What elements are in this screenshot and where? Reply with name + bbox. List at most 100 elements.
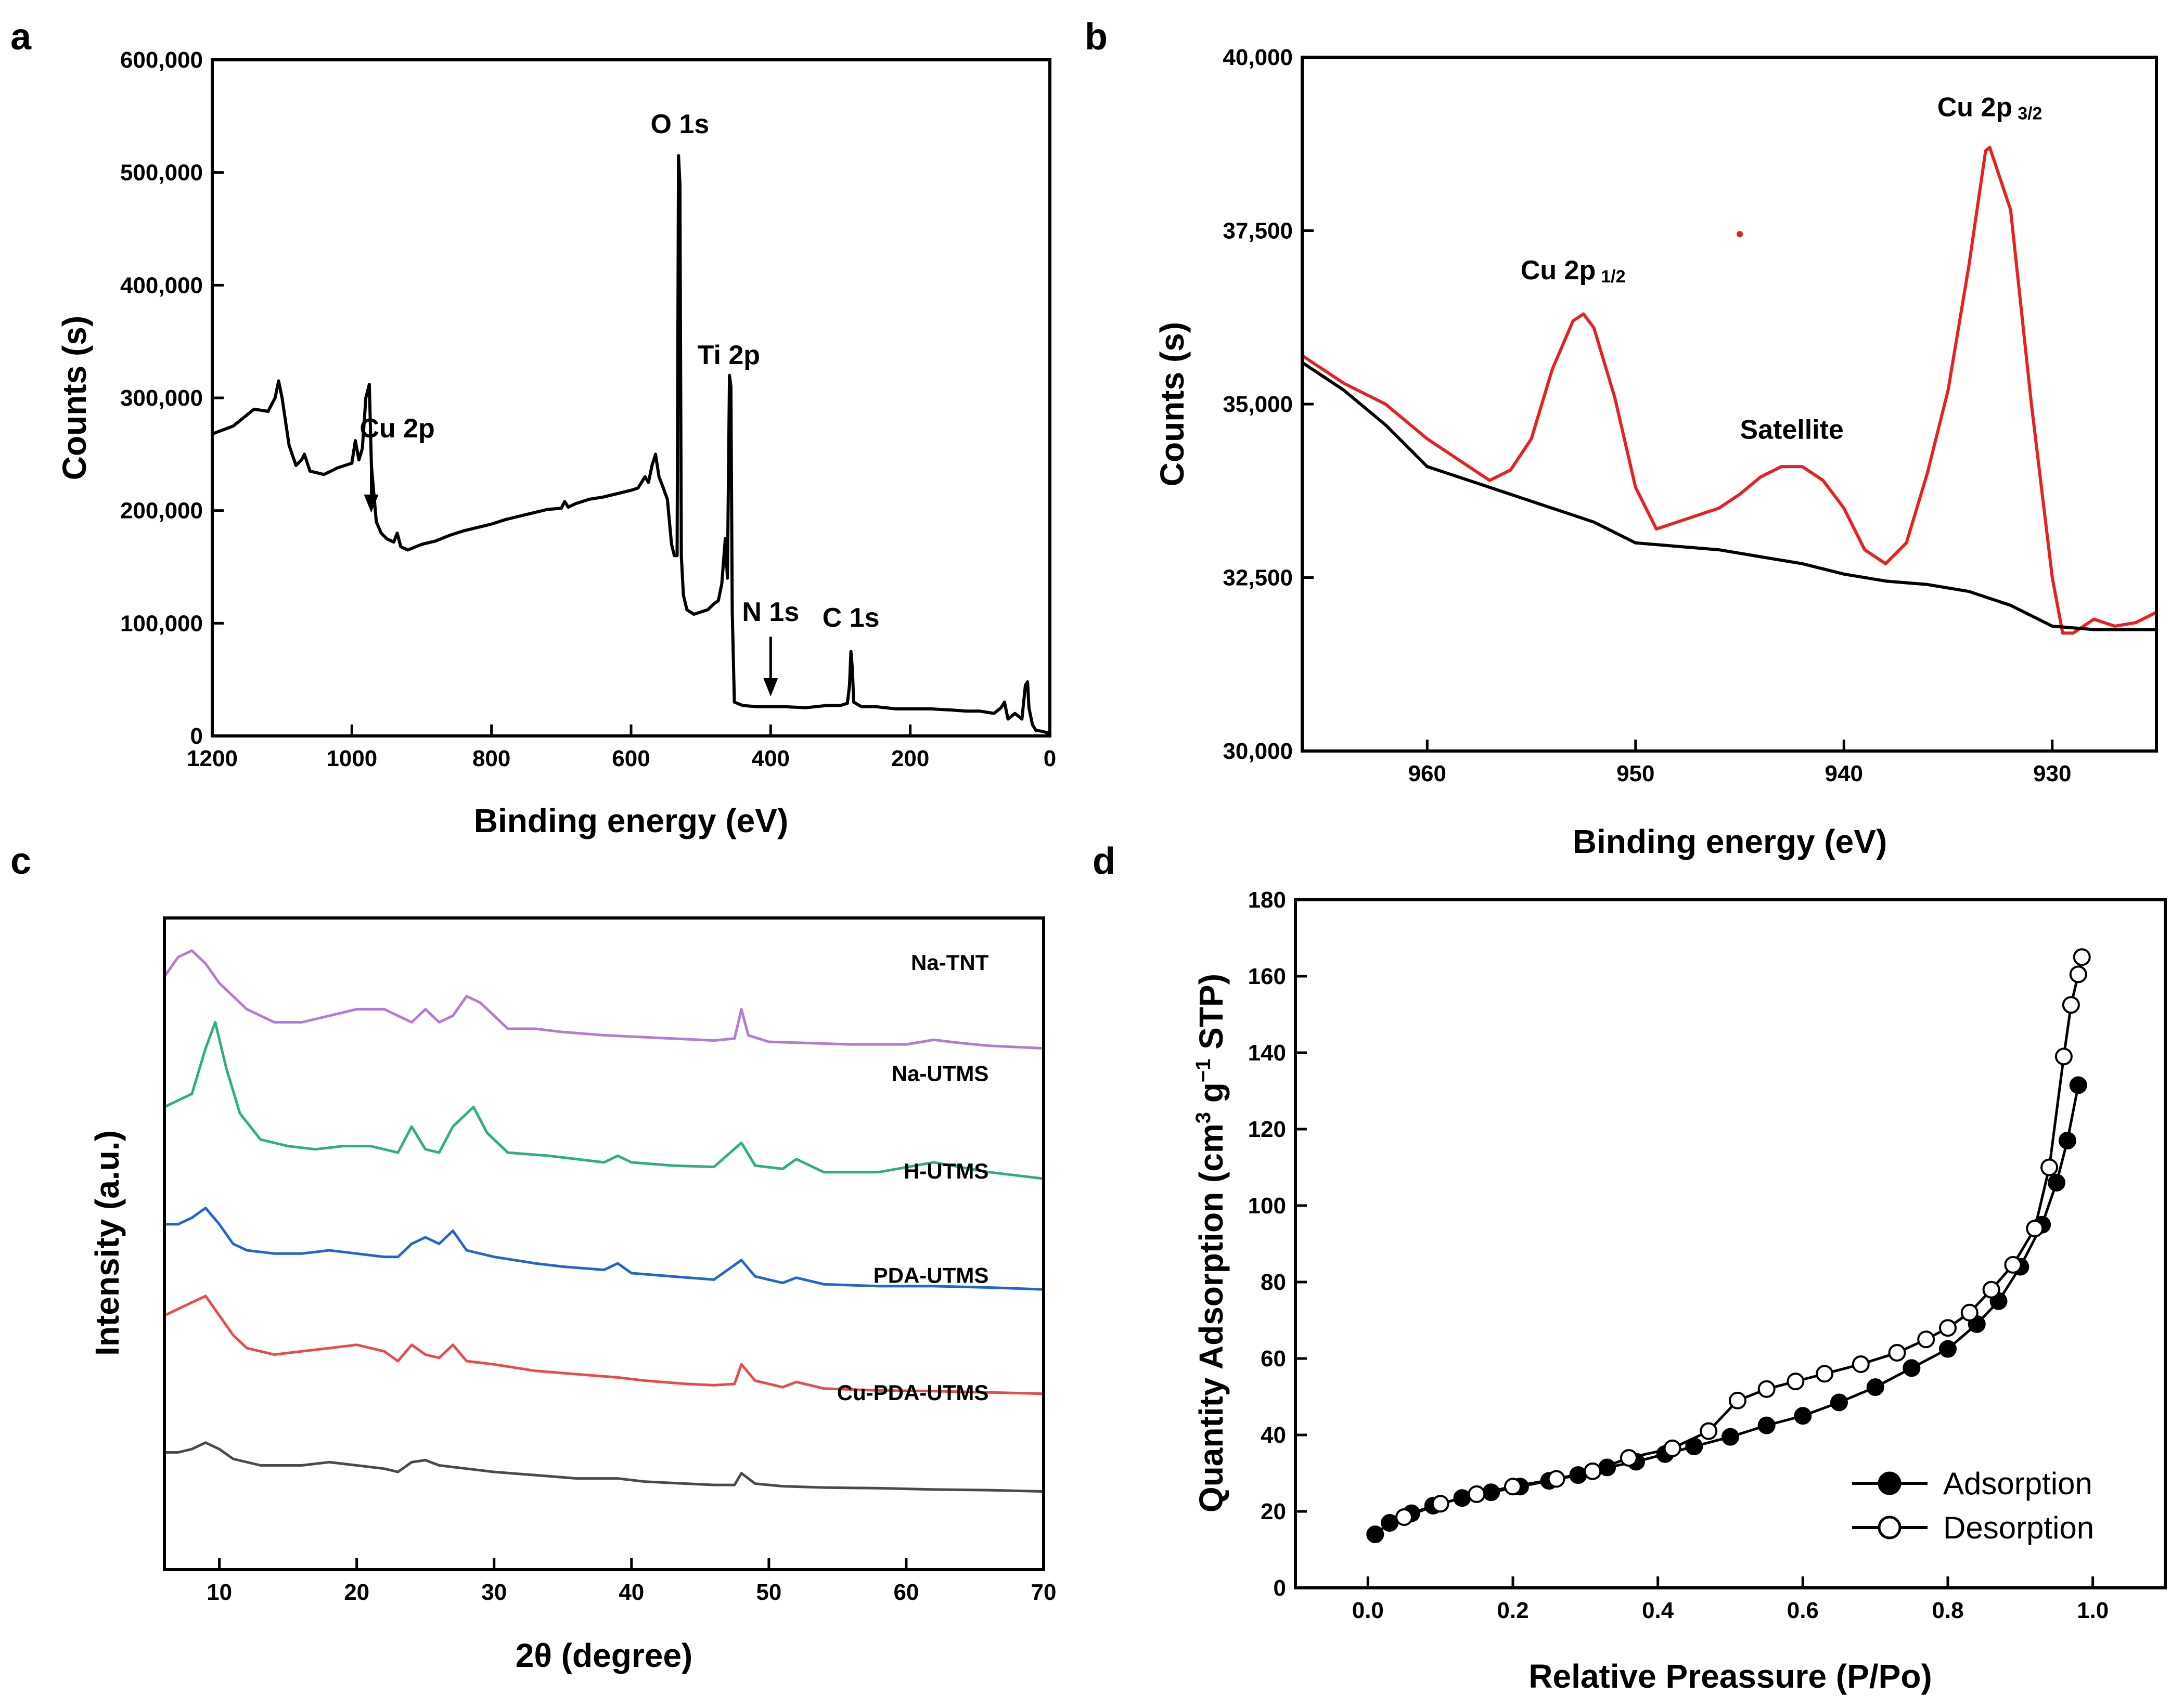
panel-a-arrow-head [763, 678, 778, 696]
panel-letter-c: c [10, 840, 31, 882]
panel-b-peak-label: Satellite [1740, 415, 1843, 445]
x-tick-label: 60 [893, 1580, 919, 1605]
panel-a-peak-label: N 1s [742, 597, 799, 627]
x-tick-label: 10 [207, 1580, 232, 1605]
desorption-point [1757, 1380, 1776, 1398]
panel-b-peak-label-sub: 3/2 [2018, 103, 2042, 123]
panel-d-y-axis-title: Quantity Adsorption (cm3 g−1 STP) [1192, 974, 1230, 1512]
desorption-point [2054, 1047, 2073, 1066]
y-tick-label: 20 [1261, 1499, 1286, 1524]
panel-c-x-ticks: 10 20 30 40 50 60 70 [207, 1558, 1056, 1605]
panel-d-series-group [1366, 948, 2091, 1544]
y-tick-label: 0 [1274, 1575, 1286, 1601]
y-tick-label: 40 [1261, 1422, 1286, 1448]
adsorption-point [2048, 1173, 2065, 1192]
desorption-point [1431, 1495, 1449, 1513]
x-tick-label: 1000 [326, 746, 377, 771]
x-tick-label: 40 [619, 1580, 644, 1605]
x-tick-label: 940 [1825, 761, 1863, 786]
panel-a-y-axis-title: Counts (s) [56, 316, 93, 480]
panel-c-series-labels: Na-TNT Na-UTMS H-UTMS PDA-UTMS Cu-PDA-UTMS [837, 950, 989, 1405]
legend-adsorption-marker [1878, 1471, 1902, 1495]
panel-a-x-axis-title: Binding energy (eV) [474, 802, 789, 839]
adsorption-point [1757, 1416, 1776, 1434]
desorption-point [1700, 1422, 1718, 1440]
panel-d-y-title-sup2: −1 [1192, 1058, 1215, 1082]
y-tick-label: 40,000 [1223, 45, 1293, 70]
y-tick-label: 600,000 [120, 47, 203, 73]
desorption-point [1917, 1330, 1935, 1349]
desorption-point [2069, 965, 2087, 984]
desorption-point [1663, 1439, 1681, 1457]
x-tick-label: 0.0 [1352, 1598, 1384, 1623]
y-tick-label: 500,000 [120, 160, 203, 186]
panel-c-series-line [163, 949, 1044, 1050]
desorption-point [2004, 1256, 2022, 1274]
desorption-point [1620, 1449, 1638, 1467]
panel-d-y-title-sup: 3 [1192, 1112, 1215, 1123]
desorption-point [1468, 1485, 1486, 1503]
panel-b-x-ticks: 960 950 940 930 [1408, 740, 2071, 786]
panel-a-chart: 1200 1000 800 600 400 200 0 0 100,000 200,000 300… [56, 47, 1056, 839]
panel-a-peak-label: Ti 2p [698, 340, 760, 370]
x-tick-label: 1.0 [2077, 1598, 2109, 1623]
panel-a-peak-label: O 1s [651, 109, 710, 139]
x-tick-label: 0.6 [1787, 1598, 1819, 1623]
y-tick-label: 100 [1248, 1193, 1286, 1219]
desorption-point [1584, 1462, 1602, 1480]
adsorption-point [1794, 1407, 1812, 1425]
y-tick-label: 80 [1261, 1270, 1286, 1295]
panel-b-x-axis-title: Binding energy (eV) [1573, 823, 1887, 860]
panel-b-series-line [1301, 146, 2157, 635]
panel-d-legend: Adsorption Desorption [1852, 1466, 2094, 1545]
panel-d-x-axis-title: Relative Preassure (P/Po) [1528, 1658, 1932, 1695]
legend-desorption-marker [1878, 1516, 1902, 1539]
panel-letter-a: a [10, 16, 32, 58]
desorption-point [1852, 1355, 1870, 1374]
y-tick-label: 400,000 [120, 273, 203, 298]
x-tick-label: 600 [612, 746, 650, 771]
panel-d-x-ticks: 0.0 0.2 0.4 0.6 0.8 1.0 [1352, 1576, 2109, 1623]
y-tick-label: 140 [1248, 1040, 1286, 1066]
panel-a-peak-label: Cu 2p [359, 413, 434, 444]
panel-a-peak-label: C 1s [823, 603, 880, 633]
y-tick-label: 60 [1261, 1346, 1286, 1371]
desorption-point [1816, 1365, 1834, 1383]
panel-b-y-ticks: 30,000 32,500 35,000 37,500 40,000 [1223, 45, 1314, 764]
y-tick-label: 37,500 [1223, 218, 1293, 244]
desorption-point [1395, 1508, 1413, 1526]
y-tick-label: 120 [1248, 1117, 1286, 1142]
panel-d-y-title-main: Quantity Adsorption (cm [1192, 1123, 1230, 1512]
desorption-point [1960, 1303, 1979, 1322]
panel-d-y-ticks: 0 20 40 60 80 100 120 140 160 180 [1248, 887, 1307, 1601]
panel-a-x-ticks: 1200 1000 800 600 400 200 0 [187, 724, 1056, 771]
x-tick-label: 30 [481, 1580, 507, 1605]
panel-c-series-label: Na-UTMS [892, 1061, 989, 1085]
desorption-point [1787, 1373, 1805, 1391]
x-tick-label: 930 [2033, 761, 2071, 786]
desorption-point [1504, 1478, 1522, 1496]
panel-b-peak-label-sub: 1/2 [1601, 267, 1625, 287]
adsorption-point [1722, 1428, 1739, 1446]
panel-c-plot-frame [163, 916, 1045, 1571]
adsorption-point [1685, 1438, 1703, 1456]
adsorption-point [1381, 1514, 1399, 1532]
panel-c-series-line [163, 1295, 1044, 1395]
panel-c-y-axis-title: Intensity (a.u.) [88, 1130, 126, 1356]
panel-a-annotations: O 1s Ti 2p Cu 2p N 1s C 1s [359, 109, 880, 696]
y-tick-label: 300,000 [120, 385, 203, 411]
panel-b-y-axis-title: Counts (s) [1153, 322, 1191, 486]
panel-c-series-line [164, 1207, 1044, 1291]
y-tick-label: 180 [1248, 887, 1286, 913]
panel-d-chart: 0.0 0.2 0.4 0.6 0.8 1.0 0 20 40 60 80 100 120 140 160… [1192, 887, 2167, 1695]
panel-c-series-line [164, 1441, 1044, 1493]
panel-b-chart: 960 950 940 930 30,000 32,500 35,000 37,500 40,… [1153, 45, 2158, 860]
desorption-point [1547, 1470, 1565, 1488]
panel-c-series-label: Na-TNT [911, 950, 989, 975]
x-tick-label: 960 [1408, 761, 1446, 786]
x-tick-label: 20 [344, 1580, 369, 1605]
panel-b-series-line [1301, 361, 2156, 631]
panel-d-y-title-mid: g [1192, 1082, 1230, 1112]
